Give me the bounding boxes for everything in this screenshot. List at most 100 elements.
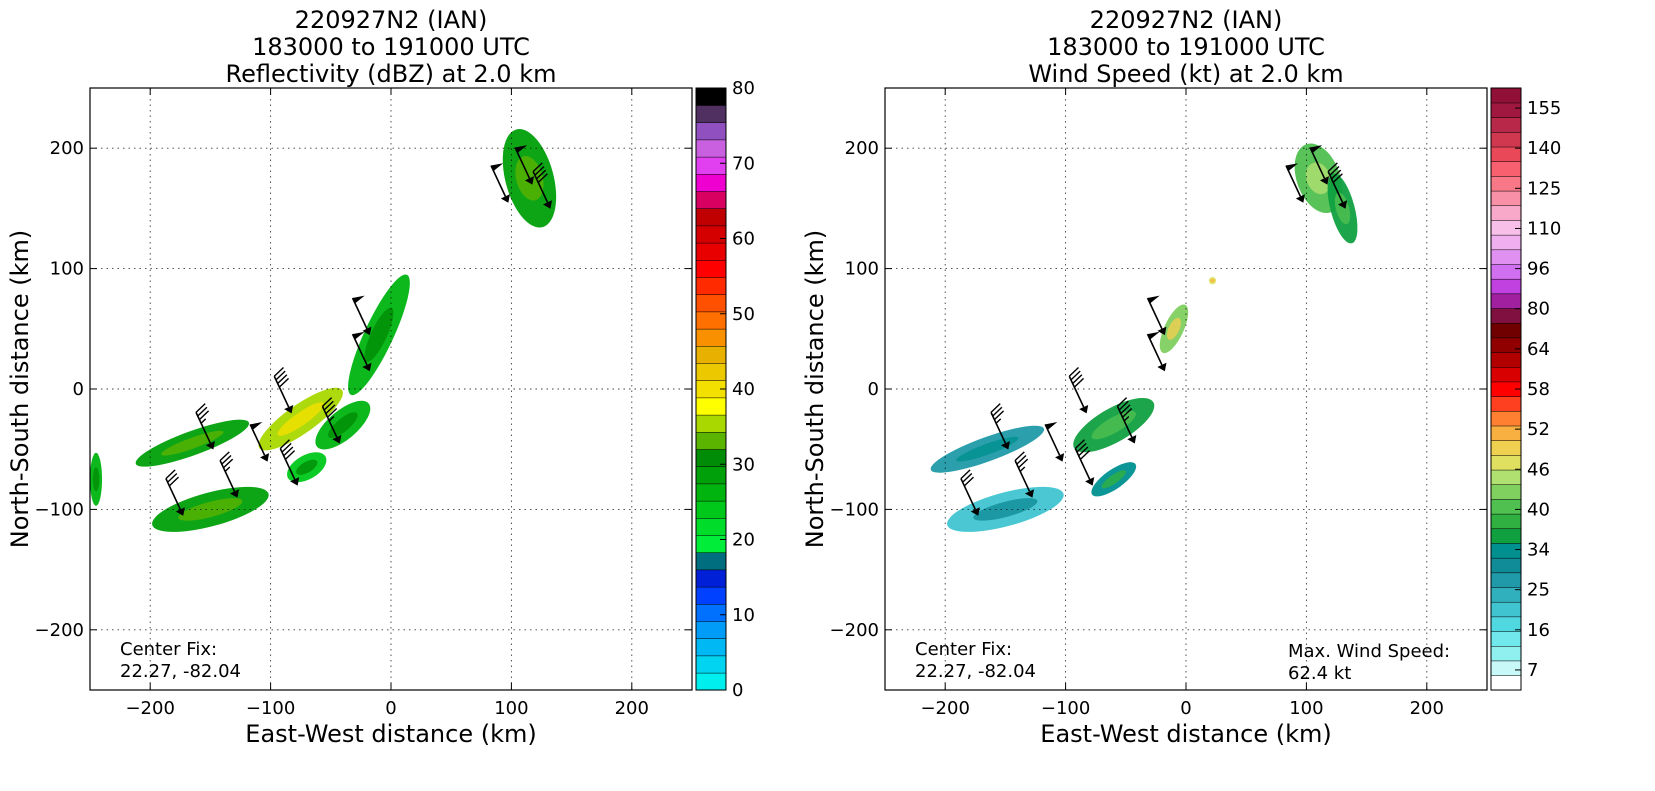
y-tick-label: 200 bbox=[50, 138, 84, 159]
wind-barb bbox=[1285, 163, 1305, 203]
wind-barb-feather bbox=[537, 173, 548, 183]
y-tick-label: −100 bbox=[35, 499, 84, 520]
wind-barb-head bbox=[1157, 326, 1167, 336]
y-tick-label: −200 bbox=[830, 620, 879, 641]
colorbar-segment bbox=[1490, 352, 1522, 368]
wind-barb-staff bbox=[351, 333, 368, 366]
reflectivity-colorbar: 0 10 20 30 40 50 60 70 80 bbox=[695, 78, 755, 701]
wind-barb-head bbox=[175, 507, 185, 516]
wind-barb-feather bbox=[962, 473, 973, 483]
echo-core bbox=[92, 467, 100, 492]
wind-barb-feather bbox=[532, 162, 543, 173]
panel-title-line-2: 183000 to 191000 UTC bbox=[252, 33, 530, 61]
grid-lines bbox=[90, 88, 692, 690]
wind-speed-panel: 220927N2 (IAN) 183000 to 191000 UTC Wind… bbox=[801, 6, 1561, 748]
wind-barb-head bbox=[229, 489, 240, 498]
colorbar-segment bbox=[695, 552, 727, 571]
wind-speed-plot-area: −200 −100 0 100 200 −200 −100 0 100 200 bbox=[830, 87, 1488, 719]
x-tick-label: 100 bbox=[1289, 698, 1323, 719]
colorbar-segment bbox=[1490, 278, 1522, 295]
wind-barb-feather bbox=[168, 476, 179, 487]
colorbar-segment bbox=[1490, 396, 1522, 412]
wind-barb-feather bbox=[321, 397, 333, 407]
colorbar-tick-label: 30 bbox=[732, 454, 755, 475]
colorbar-segment bbox=[1490, 234, 1522, 251]
x-tick-label: 0 bbox=[385, 698, 396, 719]
wind-barb-staff bbox=[219, 460, 236, 492]
colorbar-segment bbox=[695, 483, 727, 502]
x-tick-label: 0 bbox=[1180, 698, 1191, 719]
x-tick-label: −200 bbox=[125, 698, 174, 719]
wind-barb-half-feather bbox=[224, 466, 231, 472]
colorbar-tick-label: 10 bbox=[732, 605, 755, 626]
wind-barb-feather bbox=[536, 169, 547, 180]
colorbar-segment bbox=[1490, 307, 1522, 324]
colorbar-tick-label: 80 bbox=[1527, 299, 1550, 320]
colorbar-segment bbox=[695, 173, 727, 192]
x-axis-label: East-West distance (km) bbox=[1040, 720, 1331, 748]
colorbar-segment bbox=[1490, 337, 1522, 353]
colorbar-segment bbox=[695, 208, 727, 227]
colorbar-segment bbox=[1490, 645, 1522, 662]
wind-barb-staff bbox=[321, 406, 338, 438]
y-tick-label: 0 bbox=[73, 379, 84, 400]
wind-barb-pennant bbox=[250, 422, 263, 430]
wind-barb-pennant bbox=[491, 163, 504, 171]
colorbar-segment bbox=[695, 638, 727, 657]
colorbar-segment bbox=[695, 431, 727, 450]
colorbar-segment bbox=[695, 139, 727, 158]
wind-barb-feather bbox=[165, 469, 176, 480]
wind-barb-staff bbox=[960, 478, 977, 510]
colorbar-segment bbox=[1490, 219, 1522, 236]
wind-barb-head bbox=[1157, 362, 1167, 372]
colorbar-segment bbox=[695, 190, 727, 209]
wind-barb-feather bbox=[273, 367, 284, 377]
wind-barb-staff bbox=[532, 171, 549, 203]
x-tick-label: 100 bbox=[494, 698, 528, 719]
wind-barb-pennant bbox=[352, 331, 365, 340]
y-tick-label: 200 bbox=[845, 138, 879, 159]
panel-title-line-3: Reflectivity (dBZ) at 2.0 km bbox=[226, 60, 557, 88]
colorbar-tick-label: 110 bbox=[1527, 218, 1561, 239]
reflectivity-plot-area: −200 −100 0 100 200 −200 −100 0 100 200 bbox=[35, 87, 693, 719]
wind-barb-feather bbox=[283, 446, 294, 457]
y-tick-label: 0 bbox=[868, 379, 879, 400]
wind-barb-feather bbox=[1078, 446, 1089, 457]
wind-barb-head bbox=[260, 453, 270, 462]
wind-barb-feather bbox=[1070, 370, 1081, 381]
colorbar-segment bbox=[695, 620, 727, 639]
center-fix-value: 22.27, -82.04 bbox=[120, 661, 241, 682]
wind-barb-feather bbox=[1116, 397, 1128, 407]
colorbar-segment bbox=[1490, 161, 1522, 177]
center-fix-label: Center Fix: bbox=[120, 639, 217, 660]
wind-barb-feather bbox=[992, 406, 1003, 417]
colorbar-tick-label: 52 bbox=[1527, 419, 1550, 440]
colorbar-tick-label: 155 bbox=[1527, 98, 1561, 119]
echo-regions bbox=[930, 143, 1358, 532]
colorbar-segment bbox=[695, 397, 727, 416]
echo-core bbox=[1305, 162, 1331, 195]
wind-barb-head bbox=[500, 194, 510, 203]
colorbar-segment bbox=[1490, 117, 1522, 133]
echo-regions bbox=[90, 129, 557, 532]
wind-barb-feather bbox=[993, 410, 1005, 421]
x-tick-label: −200 bbox=[920, 698, 969, 719]
wind-barb-head bbox=[1295, 194, 1305, 203]
wind-barb-staff bbox=[1146, 297, 1163, 330]
axis-ticks: −200 −100 0 100 200 −200 −100 0 100 200 bbox=[830, 88, 1487, 719]
wind-barb-head bbox=[362, 326, 372, 336]
colorbar-tick-label: 80 bbox=[732, 78, 755, 99]
colorbar-segment bbox=[1490, 484, 1522, 500]
wind-barb-pennant bbox=[1286, 163, 1299, 171]
wind-barb bbox=[1044, 422, 1065, 462]
wind-barb-half-feather bbox=[1123, 415, 1130, 422]
wind-barb bbox=[490, 163, 510, 203]
colorbar-segment bbox=[1490, 469, 1522, 485]
wind-barb-feather bbox=[197, 406, 208, 417]
colorbar-segment bbox=[695, 345, 727, 364]
echo-core bbox=[1210, 279, 1215, 283]
echo-core bbox=[1091, 410, 1136, 440]
wind-barb-head bbox=[205, 441, 215, 450]
wind-barb-head bbox=[970, 507, 980, 516]
